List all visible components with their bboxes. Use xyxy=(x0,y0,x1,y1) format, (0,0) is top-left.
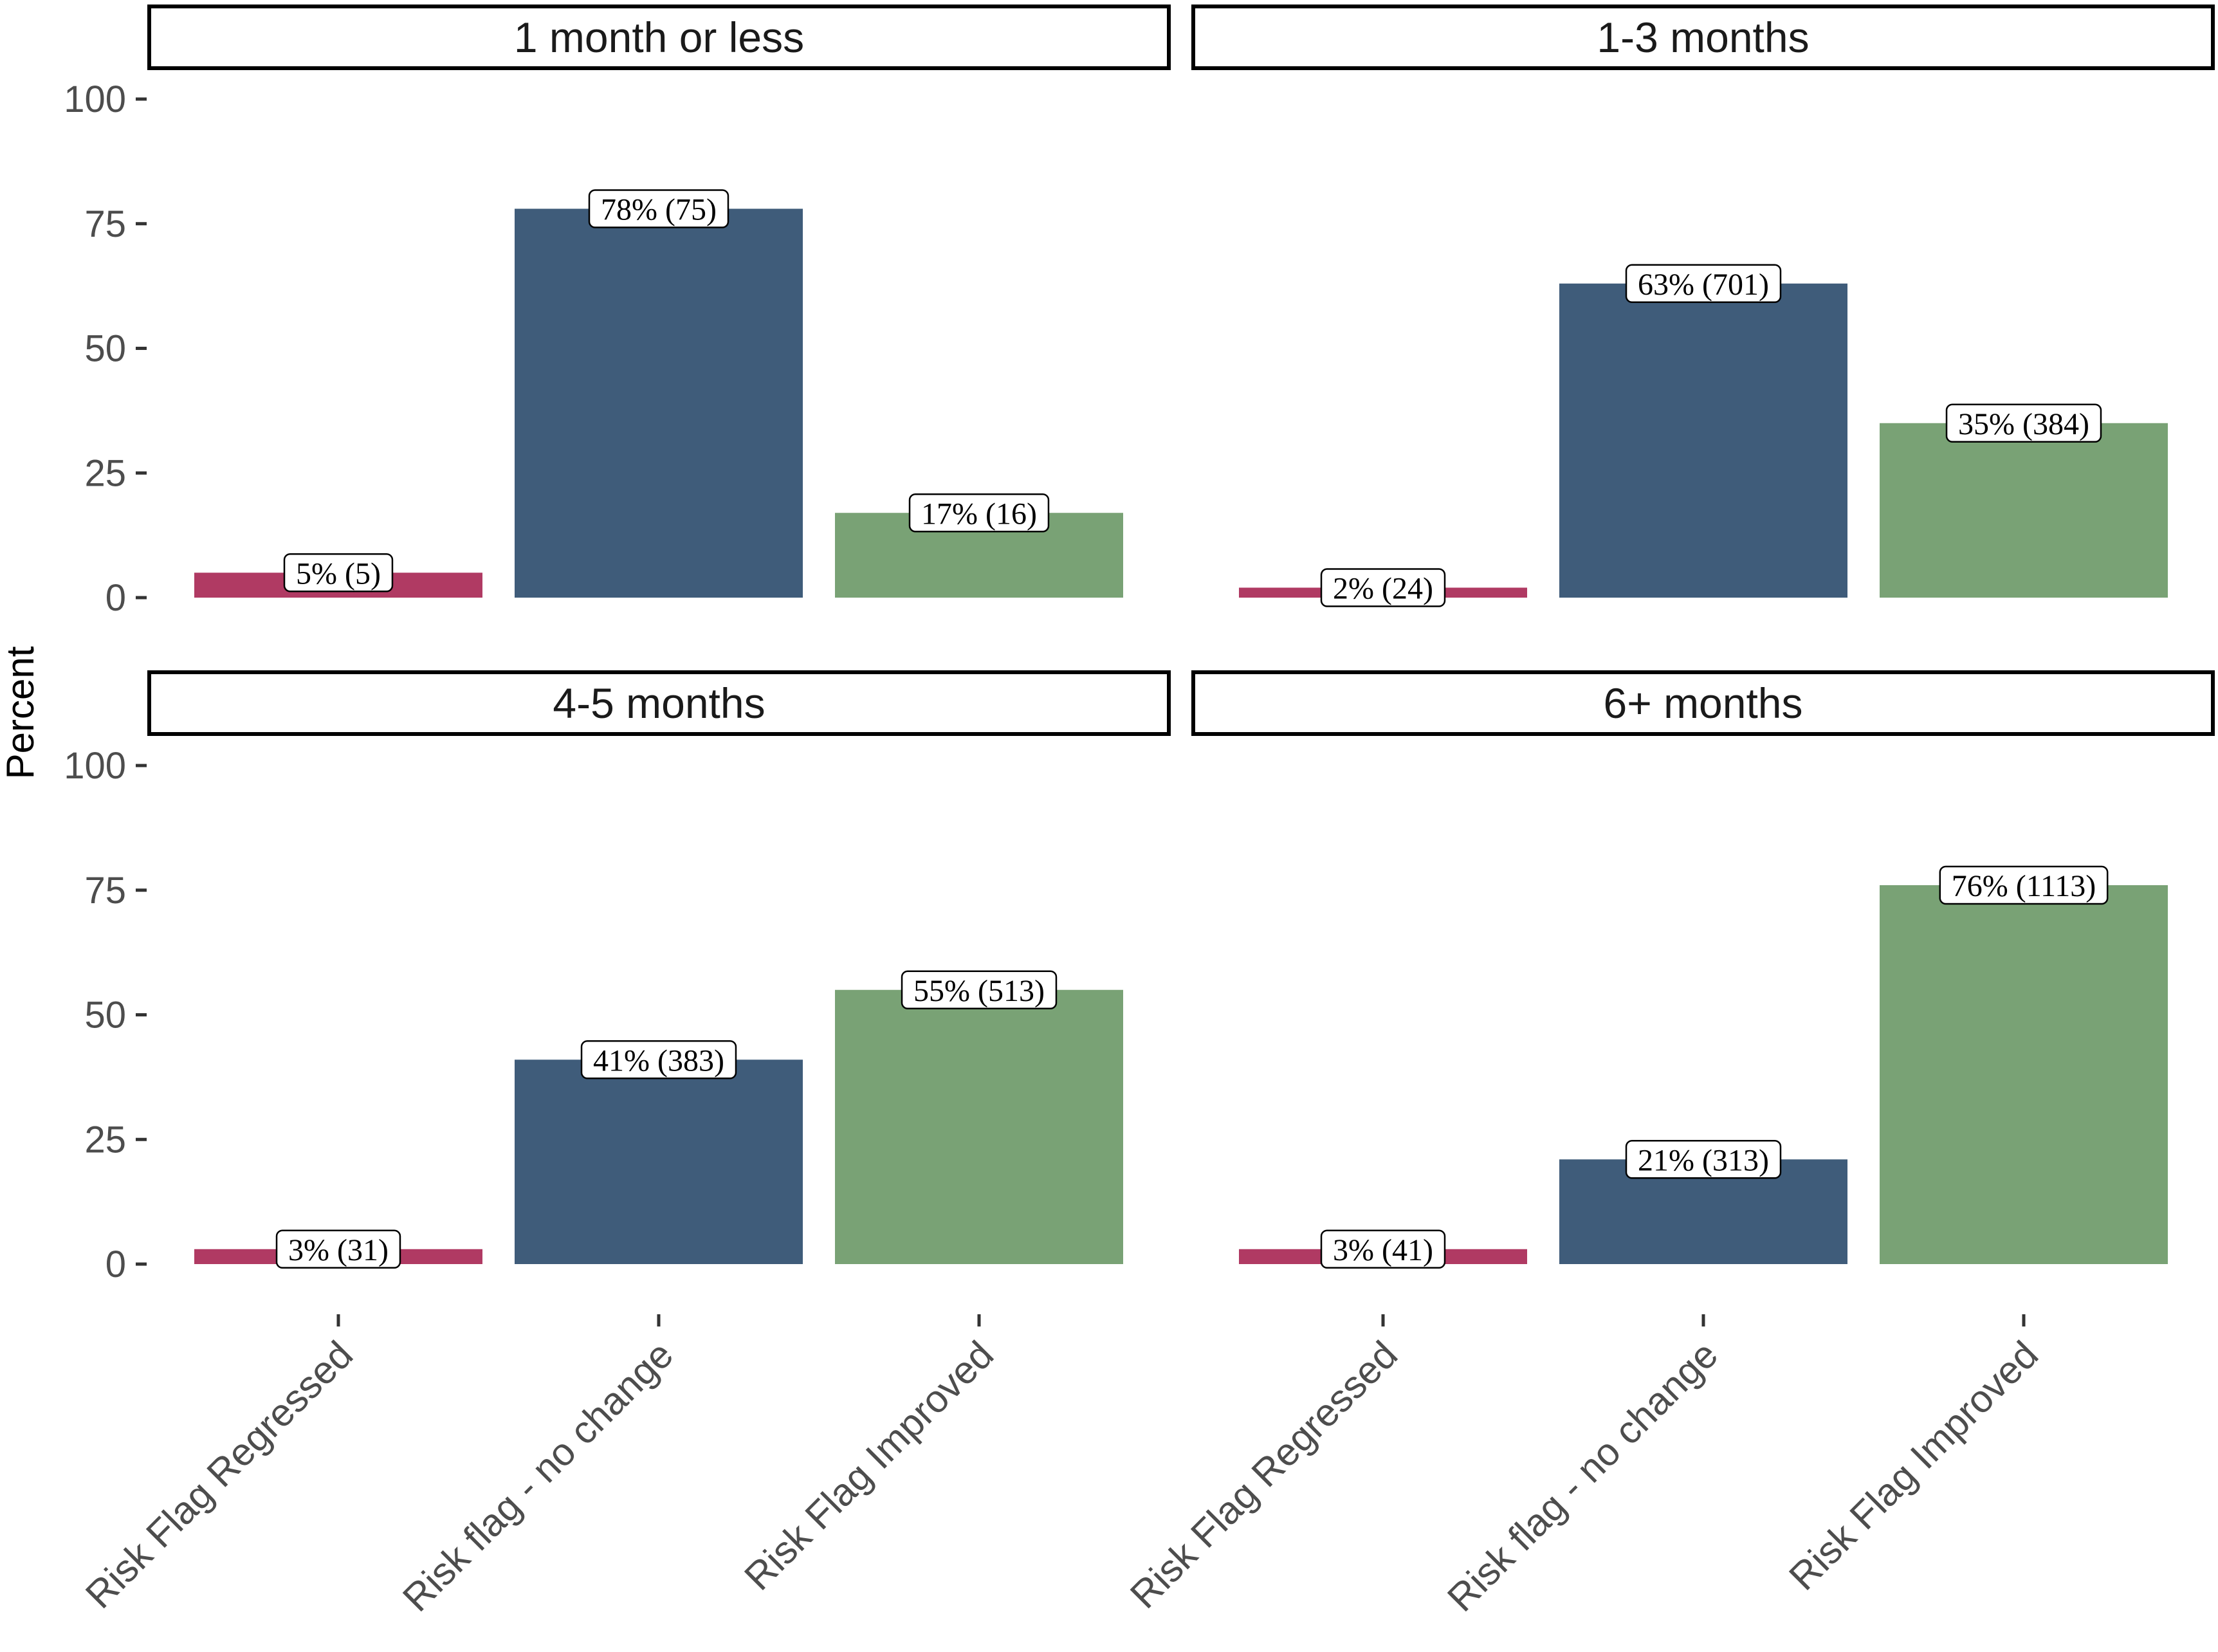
facet-title-1-month-or-less: 1 month or less xyxy=(514,14,804,61)
data-label-box-1-3-months-risk-flag-no-change xyxy=(1625,264,1782,303)
data-label-box-6-months-risk-flag-regressed xyxy=(1320,1229,1446,1269)
facet-strip-1-3-months xyxy=(1191,5,2215,70)
facet-title-1-3-months: 1-3 months xyxy=(1597,14,1809,61)
data-label-6-months-risk-flag-no-change: 21% (313) xyxy=(1638,1143,1769,1177)
facet-strip-4-5-months xyxy=(147,670,1171,736)
facet-title-6-months: 6+ months xyxy=(1603,679,1802,727)
x-tick-label-risk-flag-no-change: Risk flag - no change xyxy=(1439,1333,1726,1620)
facet-strip-6-months xyxy=(1191,670,2215,736)
data-label-box-1-3-months-risk-flag-improved xyxy=(1945,403,2102,443)
y-tick-label-50: 50 xyxy=(84,995,126,1036)
data-label-box-1-3-months-risk-flag-regressed xyxy=(1320,568,1446,607)
y-tick-label-100: 100 xyxy=(64,745,126,787)
x-tick-label-risk-flag-no-change: Risk flag - no change xyxy=(394,1333,681,1620)
facet-strip-1-month-or-less xyxy=(147,5,1171,70)
x-tick-label-risk-flag-regressed: Risk Flag Regressed xyxy=(1122,1333,1406,1617)
data-label-1-month-or-less-risk-flag-improved: 17% (16) xyxy=(921,497,1037,531)
y-tick-label-0: 0 xyxy=(105,577,126,619)
data-label-4-5-months-risk-flag-improved: 55% (513) xyxy=(913,974,1045,1008)
data-label-box-4-5-months-risk-flag-no-change xyxy=(580,1040,737,1079)
y-tick-label-25: 25 xyxy=(84,1119,126,1161)
data-label-6-months-risk-flag-improved: 76% (1113) xyxy=(1952,869,2096,903)
y-tick-label-25: 25 xyxy=(84,452,126,494)
facet-title-4-5-months: 4-5 months xyxy=(553,679,765,727)
data-label-box-1-month-or-less-risk-flag-no-change xyxy=(588,189,729,228)
data-label-box-4-5-months-risk-flag-regressed xyxy=(275,1229,401,1269)
y-tick-label-75: 75 xyxy=(84,203,126,245)
data-label-4-5-months-risk-flag-regressed: 3% (31) xyxy=(288,1233,389,1267)
data-label-6-months-risk-flag-regressed: 3% (41) xyxy=(1333,1233,1433,1267)
data-label-1-month-or-less-risk-flag-no-change: 78% (75) xyxy=(601,193,717,227)
bar-6-months-risk-flag-improved xyxy=(1880,885,2168,1264)
x-tick-label-risk-flag-improved: Risk Flag Improved xyxy=(736,1333,1002,1599)
x-tick-label-risk-flag-regressed: Risk Flag Regressed xyxy=(77,1333,361,1617)
bar-1-3-months-risk-flag-no-change xyxy=(1559,283,1847,598)
data-label-1-3-months-risk-flag-improved: 35% (384) xyxy=(1958,407,2089,441)
y-axis-title: Percent xyxy=(0,646,42,779)
data-label-4-5-months-risk-flag-no-change: 41% (383) xyxy=(593,1043,724,1078)
data-label-1-month-or-less-risk-flag-regressed: 5% (5) xyxy=(296,556,381,591)
bar-4-5-months-risk-flag-improved xyxy=(835,989,1123,1264)
y-tick-label-0: 0 xyxy=(105,1244,126,1285)
data-label-box-4-5-months-risk-flag-improved xyxy=(901,970,1058,1009)
bar-1-month-or-less-risk-flag-no-change xyxy=(515,208,803,598)
y-tick-label-75: 75 xyxy=(84,870,126,912)
data-label-box-1-month-or-less-risk-flag-regressed xyxy=(283,553,394,592)
data-label-box-6-months-risk-flag-improved xyxy=(1939,865,2109,905)
x-tick-label-risk-flag-improved: Risk Flag Improved xyxy=(1781,1333,2046,1599)
data-label-box-1-month-or-less-risk-flag-improved xyxy=(908,493,1050,533)
bar-4-5-months-risk-flag-no-change xyxy=(515,1060,803,1264)
y-tick-label-50: 50 xyxy=(84,328,126,370)
data-label-1-3-months-risk-flag-regressed: 2% (24) xyxy=(1333,572,1433,606)
bar-1-3-months-risk-flag-improved xyxy=(1880,423,2168,598)
data-label-box-6-months-risk-flag-no-change xyxy=(1625,1140,1782,1179)
y-tick-label-100: 100 xyxy=(64,78,126,120)
data-label-1-3-months-risk-flag-no-change: 63% (701) xyxy=(1638,268,1769,302)
